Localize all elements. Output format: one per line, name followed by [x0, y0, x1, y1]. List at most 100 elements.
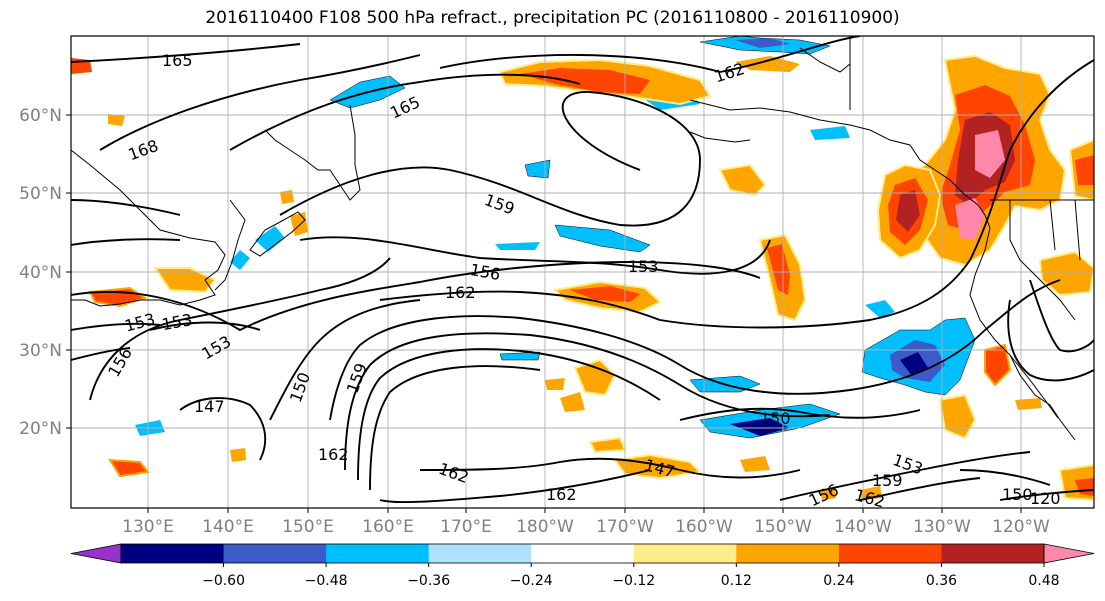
coastlines	[71, 36, 1094, 441]
shade-pos-39	[820, 488, 836, 500]
latitude-ticks: 20°N 30°N 40°N 50°N 60°N	[19, 106, 71, 439]
colorbar-frame	[120, 543, 1045, 564]
contour-label: 162	[546, 485, 577, 504]
contour-label: 153	[123, 309, 157, 335]
contour-label: 162	[445, 283, 476, 302]
shade-pos-8	[955, 198, 985, 240]
contour-label: 120	[1030, 489, 1061, 508]
coast-asia	[71, 149, 226, 307]
colorbar-segment	[941, 544, 1045, 563]
lon-tick-label: 160°W	[675, 517, 733, 537]
contour-label: 150	[286, 370, 314, 405]
contour-153-3	[959, 469, 1051, 486]
colorbar-segment	[633, 544, 737, 563]
shade-blue-6	[524, 159, 551, 179]
lat-tick-label: 60°N	[19, 106, 62, 126]
contour-label: 156	[469, 260, 502, 284]
contour-165	[71, 43, 301, 63]
contour-150-2	[679, 407, 921, 421]
lon-tick-label: 170°E	[440, 517, 492, 537]
shade-pos-7	[975, 130, 1005, 178]
contour-label: 162	[318, 445, 349, 464]
coast-kamchatka	[264, 104, 361, 201]
contour-150	[269, 299, 421, 421]
shade-blue-17	[810, 126, 850, 140]
shade-pos-22	[545, 378, 565, 390]
contour-se	[999, 489, 1094, 501]
shade-pos-36	[230, 448, 246, 462]
shade-pos-13	[1075, 155, 1094, 185]
contour-162-2	[344, 332, 831, 471]
lat-tick-label: 40°N	[19, 263, 62, 283]
contour-153-2	[149, 321, 261, 331]
contour-west-lat	[71, 322, 161, 331]
colorbar-extend-low	[70, 543, 122, 564]
colorbar-segment	[428, 544, 532, 563]
colorbar-tick-label: 0.36	[926, 573, 957, 589]
lon-tick-label: 140°W	[834, 517, 892, 537]
shade-blue-7	[255, 226, 285, 252]
lon-tick-label: 130°E	[122, 517, 174, 537]
contour-label: 159	[482, 190, 517, 218]
contour-156-3	[779, 451, 1031, 501]
lon-tick-label: 140°E	[202, 517, 254, 537]
contour-label: 159	[872, 471, 903, 490]
shade-blue-16	[865, 300, 895, 318]
colorbar-tick-label: −0.60	[202, 573, 245, 589]
contour-147-2	[419, 457, 801, 479]
contour-159-2	[329, 279, 1061, 421]
coast-korea-japan	[214, 199, 246, 291]
contour-label: 168	[126, 136, 161, 164]
shade-pos-23	[984, 343, 1012, 387]
precipitation-shading	[71, 36, 1094, 502]
colorbar-segment	[121, 544, 225, 563]
contour-label: 150	[1002, 485, 1033, 504]
shade-pos-27	[108, 458, 150, 478]
coast-baja	[1009, 354, 1059, 419]
coast-na-west	[969, 227, 1076, 441]
contour-162	[379, 59, 1094, 329]
shade-blue-19	[230, 250, 250, 270]
shade-blue-5	[495, 242, 540, 250]
contour-159	[279, 91, 701, 227]
shade-pos-34	[290, 212, 308, 236]
contour-label: 153	[160, 310, 193, 334]
lon-tick-label: 130°W	[913, 517, 971, 537]
lon-tick-label: 160°E	[362, 517, 414, 537]
longitude-ticks: 130°E 140°E 150°E 160°E 170°E 180°W 170°W 160°W…	[122, 508, 1050, 537]
colorbar-tick-label: −0.24	[510, 573, 553, 589]
contour-156	[299, 236, 771, 275]
lat-tick-label: 20°N	[19, 419, 62, 439]
shade-pos-2	[520, 68, 650, 94]
colorbar-tick-label: −0.48	[305, 573, 348, 589]
lon-tick-label: 150°W	[754, 517, 812, 537]
contour-162-3	[379, 469, 651, 504]
colorbar-tick-label: −0.36	[407, 573, 450, 589]
contour-west-lat4	[71, 199, 181, 216]
shade-pos-17	[718, 163, 767, 197]
lat-tick-label: 30°N	[19, 341, 62, 361]
contour-label: 153	[628, 257, 659, 276]
lon-tick-label: 170°W	[596, 517, 654, 537]
contour-label: 147	[194, 397, 225, 416]
contour-east-loop	[1007, 299, 1094, 382]
shade-pos-35	[280, 190, 294, 204]
shade-pos-25	[153, 267, 217, 294]
lat-tick-label: 50°N	[19, 184, 62, 204]
shade-pos-37	[1015, 398, 1042, 410]
graticule	[71, 36, 1094, 508]
shade-pos-20	[573, 358, 617, 397]
shade-pos-21	[560, 392, 585, 412]
contour-in-2	[369, 365, 541, 491]
contour-147	[179, 397, 267, 461]
coast-aleutians	[689, 131, 751, 143]
shade-pos-3	[735, 56, 800, 72]
colorbar-tick-labels: −0.60 −0.48 −0.36 −0.24 −0.12 0.12 0.24 0.36 0.4…	[202, 563, 1060, 589]
contour-168	[99, 54, 421, 151]
contour-label: 162	[712, 59, 747, 87]
shade-blue-8	[499, 351, 541, 361]
contour-label: 156	[806, 480, 842, 510]
shade-pos-11	[896, 190, 920, 232]
shade-blue-4	[554, 224, 651, 253]
